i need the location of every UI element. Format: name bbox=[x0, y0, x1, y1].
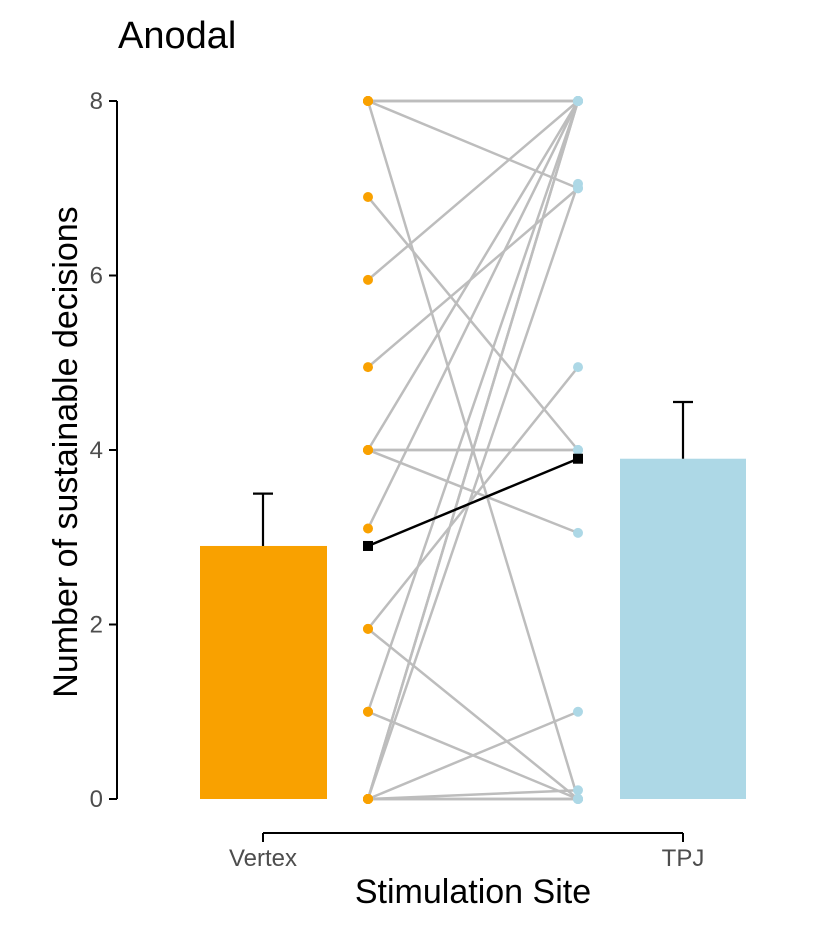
mean-marker-tpj bbox=[573, 453, 583, 464]
subject-line bbox=[366, 365, 580, 631]
subject-line bbox=[366, 99, 580, 713]
y-tick-label: 8 bbox=[90, 88, 103, 115]
subject-point-tpj bbox=[573, 362, 583, 373]
subject-point-vertex bbox=[363, 794, 373, 804]
bar-tpj bbox=[620, 458, 746, 799]
subject-point-vertex bbox=[363, 362, 373, 373]
y-tick-label: 4 bbox=[90, 437, 103, 464]
subject-point-tpj bbox=[573, 178, 583, 189]
error-bars-layer bbox=[253, 400, 693, 546]
subject-lines-layer bbox=[366, 99, 580, 801]
subject-point-vertex bbox=[363, 523, 373, 534]
subject-line bbox=[366, 710, 580, 801]
y-axis: 0 2 4 6 8 bbox=[90, 88, 118, 813]
subject-point-vertex bbox=[363, 706, 373, 717]
subject-line bbox=[366, 99, 580, 282]
bar-vertex bbox=[200, 545, 327, 799]
subject-point-vertex bbox=[363, 445, 373, 455]
mean-line bbox=[367, 457, 579, 548]
subject-line bbox=[366, 99, 580, 452]
x-tick-label-tpj: TPJ bbox=[662, 845, 705, 872]
subject-line bbox=[366, 627, 580, 801]
subject-point-vertex bbox=[363, 274, 373, 285]
subject-point-vertex bbox=[363, 623, 373, 634]
subject-point-vertex bbox=[363, 191, 373, 202]
mean-line-layer bbox=[363, 453, 583, 551]
subject-point-tpj bbox=[573, 785, 583, 796]
chart-title: Anodal bbox=[118, 15, 236, 57]
y-tick-label: 6 bbox=[90, 263, 103, 290]
y-axis-title: Number of sustainable decisions bbox=[47, 206, 85, 697]
x-axis-title: Stimulation Site bbox=[355, 873, 591, 911]
x-tick-label-vertex: Vertex bbox=[229, 845, 297, 872]
subject-line bbox=[366, 99, 580, 801]
subject-line bbox=[366, 182, 580, 801]
subject-point-tpj bbox=[573, 706, 583, 717]
subject-point-vertex bbox=[363, 96, 373, 106]
subject-line bbox=[366, 99, 580, 530]
subject-line bbox=[366, 99, 580, 190]
subject-point-tpj bbox=[573, 527, 583, 538]
subject-point-tpj bbox=[573, 96, 583, 106]
bars-layer bbox=[200, 458, 746, 799]
subject-point-tpj bbox=[573, 445, 583, 455]
x-axis: Vertex TPJ bbox=[229, 832, 705, 872]
subject-points-layer bbox=[363, 96, 583, 804]
mean-marker-vertex bbox=[363, 540, 373, 551]
subject-point-tpj bbox=[573, 794, 583, 804]
subject-line bbox=[366, 789, 580, 801]
subject-line bbox=[366, 195, 580, 452]
y-tick-label: 0 bbox=[90, 786, 103, 813]
y-tick-label: 2 bbox=[90, 612, 103, 639]
